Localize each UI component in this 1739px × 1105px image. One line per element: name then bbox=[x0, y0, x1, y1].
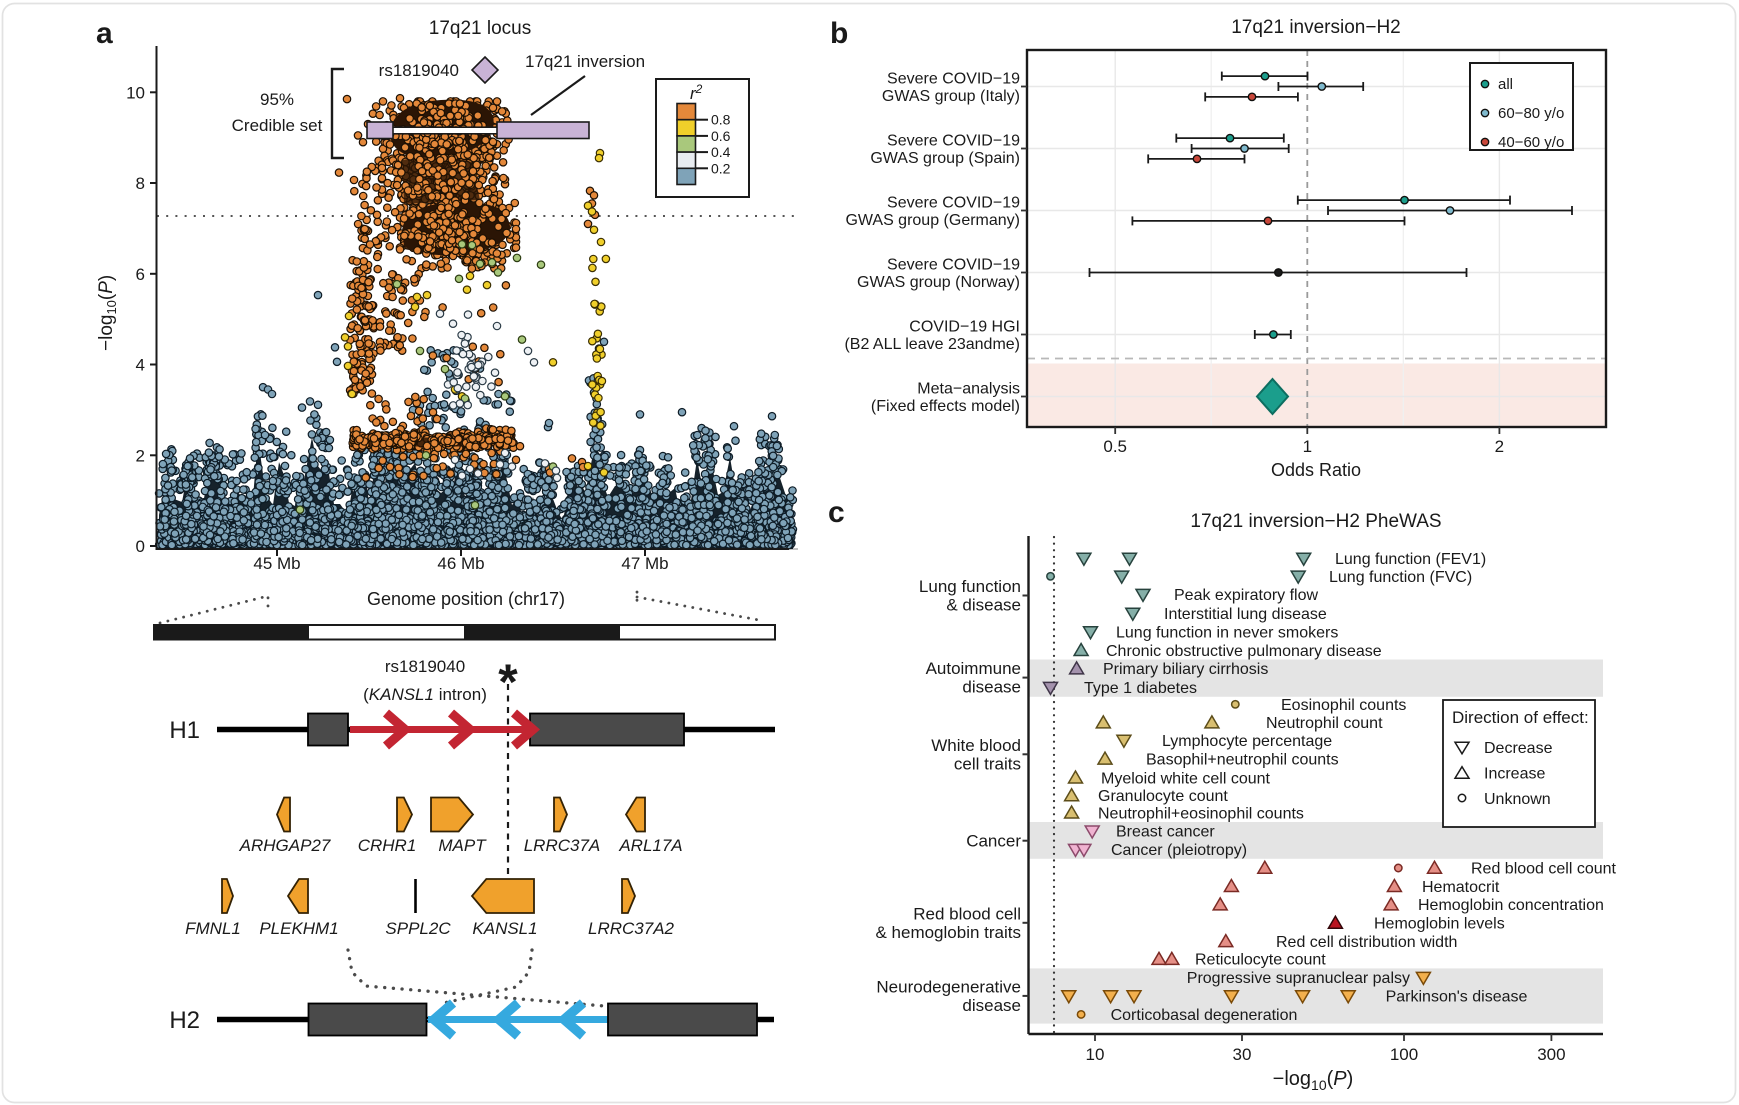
svg-text:8: 8 bbox=[136, 174, 145, 193]
svg-text:0: 0 bbox=[136, 537, 145, 556]
svg-text:4: 4 bbox=[136, 356, 145, 375]
svg-text:Genome position (chr17): Genome position (chr17) bbox=[367, 589, 565, 609]
svg-text:6: 6 bbox=[136, 265, 145, 284]
svg-text:17q21 locus: 17q21 locus bbox=[429, 18, 531, 39]
svg-text:10: 10 bbox=[126, 83, 145, 102]
svg-text:46 Mb: 46 Mb bbox=[437, 554, 484, 573]
svg-text:−log10(P): −log10(P) bbox=[96, 275, 119, 351]
svg-text:2: 2 bbox=[136, 446, 145, 465]
svg-text:a: a bbox=[96, 17, 113, 50]
svg-text:45 Mb: 45 Mb bbox=[253, 554, 300, 573]
svg-text:47 Mb: 47 Mb bbox=[621, 554, 668, 573]
